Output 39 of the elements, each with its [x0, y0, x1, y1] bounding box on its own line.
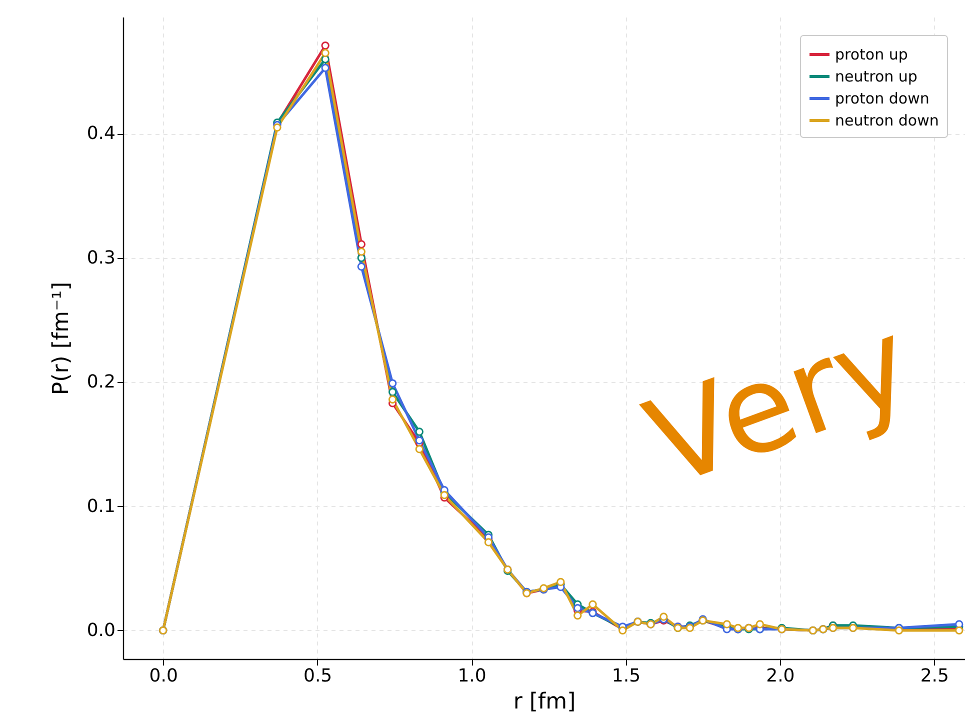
y-tick-label: 0.4	[86, 123, 116, 144]
point	[357, 262, 366, 271]
x-tick-label: 1.5	[612, 666, 641, 686]
point	[415, 428, 424, 436]
point	[321, 64, 330, 72]
x-tick-label: 2.0	[766, 666, 795, 686]
point	[440, 490, 448, 500]
y-axis-title: P(r) [fm⁻¹]	[48, 282, 74, 396]
x-tick-label: 2.5	[920, 666, 949, 686]
x-tick-label: 1.0	[458, 666, 486, 686]
point	[574, 611, 582, 620]
x-axis-title: r [fm]	[513, 690, 576, 714]
point	[357, 240, 366, 248]
y-tick-label: 0.3	[86, 247, 116, 268]
point	[273, 123, 282, 132]
point	[388, 379, 397, 388]
point	[484, 538, 493, 546]
point	[388, 395, 397, 404]
legend-label: neutron down	[835, 112, 939, 130]
legend-label: neutron up	[835, 68, 918, 86]
legend-label: proton down	[835, 90, 930, 108]
point	[588, 600, 597, 608]
point	[357, 248, 366, 256]
point	[756, 620, 764, 628]
annotation: Very	[630, 292, 929, 514]
point	[574, 604, 582, 612]
point	[722, 620, 731, 628]
point	[660, 612, 668, 621]
point	[415, 445, 424, 454]
y-tick-label: 0.0	[86, 620, 116, 641]
legend-label: proton up	[835, 46, 908, 64]
point	[321, 41, 330, 50]
x-tick-label: 0.0	[149, 666, 178, 686]
point	[321, 48, 330, 58]
point	[388, 388, 397, 396]
y-tick-label: 0.1	[86, 496, 116, 517]
x-tick-label: 0.5	[303, 666, 332, 686]
y-tick-label: 0.2	[86, 372, 116, 393]
point	[415, 436, 424, 445]
